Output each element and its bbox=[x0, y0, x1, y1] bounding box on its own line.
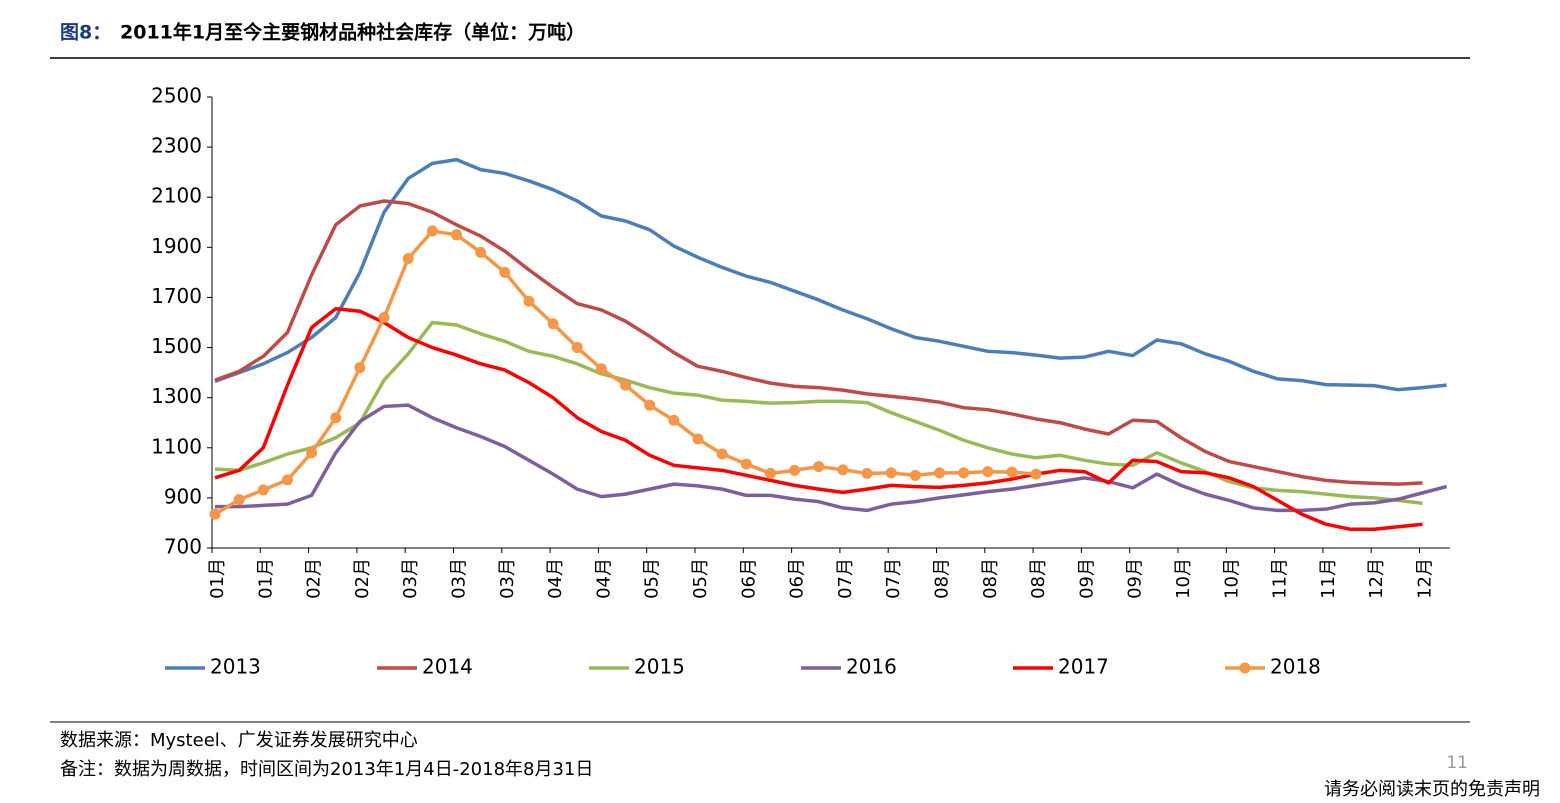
series-marker bbox=[740, 458, 752, 470]
series-marker bbox=[837, 464, 849, 476]
series-marker bbox=[426, 225, 438, 237]
y-tick-label: 700 bbox=[164, 535, 202, 559]
x-tick-label: 09月 bbox=[1076, 558, 1097, 599]
legend-label: 2013 bbox=[210, 655, 261, 679]
x-tick-label: 08月 bbox=[932, 558, 953, 599]
series-marker bbox=[475, 246, 487, 258]
series-marker bbox=[1030, 468, 1042, 480]
series-line bbox=[214, 199, 1423, 486]
x-tick-label: 01月 bbox=[255, 558, 276, 599]
series-marker bbox=[571, 342, 583, 354]
series-marker bbox=[958, 467, 970, 479]
figure-label: 图8： bbox=[60, 22, 111, 44]
page-number: 11 bbox=[1446, 753, 1468, 773]
series-line bbox=[215, 403, 1448, 513]
series-marker bbox=[1006, 466, 1018, 478]
figure-title: 2011年1月至今主要钢材品种社会库存（单位：万吨） bbox=[120, 21, 585, 44]
series-marker bbox=[233, 494, 245, 506]
x-tick-label: 06月 bbox=[787, 558, 808, 599]
series-marker bbox=[668, 414, 680, 426]
legend-label: 2016 bbox=[846, 655, 897, 679]
series-line bbox=[214, 320, 1423, 506]
x-tick-label: 11月 bbox=[1318, 558, 1339, 599]
series-marker bbox=[330, 412, 342, 424]
x-tick-label: 02月 bbox=[352, 558, 373, 599]
x-tick-label: 01月 bbox=[207, 558, 228, 599]
series-marker bbox=[547, 318, 559, 330]
source: 数据来源：Mysteel、广发证券发展研究中心 bbox=[60, 730, 418, 751]
series-marker bbox=[692, 433, 704, 445]
x-tick-label: 03月 bbox=[449, 558, 470, 599]
y-tick-label: 1700 bbox=[151, 284, 202, 308]
legend-label: 2015 bbox=[634, 655, 685, 679]
x-tick-label: 10月 bbox=[1173, 558, 1194, 599]
series-marker bbox=[209, 508, 221, 520]
x-tick-label: 05月 bbox=[642, 558, 663, 599]
x-tick-label: 04月 bbox=[593, 558, 614, 599]
x-tick-label: 10月 bbox=[1221, 558, 1242, 599]
legend-label: 2014 bbox=[422, 655, 473, 679]
x-tick-label: 02月 bbox=[304, 558, 325, 599]
y-tick-label: 1900 bbox=[151, 234, 202, 258]
series-marker bbox=[813, 461, 825, 473]
series-marker bbox=[451, 229, 462, 241]
series-marker bbox=[306, 447, 318, 459]
series-marker bbox=[764, 467, 776, 479]
x-tick-label: 07月 bbox=[883, 558, 904, 599]
series-marker bbox=[499, 266, 511, 278]
series-marker bbox=[354, 362, 366, 374]
y-tick-label: 1100 bbox=[151, 434, 202, 458]
x-tick-label: 11月 bbox=[1270, 558, 1291, 599]
x-tick-label: 05月 bbox=[690, 558, 711, 599]
series-marker bbox=[861, 467, 873, 479]
x-tick-label: 03月 bbox=[497, 558, 518, 599]
note: 备注：数据为周数据，时间区间为2013年1月4日-2018年8月31日 bbox=[60, 759, 593, 780]
legend-label: 2017 bbox=[1058, 655, 1109, 679]
series-marker bbox=[595, 363, 607, 375]
series-marker bbox=[257, 484, 269, 496]
x-tick-label: 06月 bbox=[738, 558, 759, 599]
x-tick-label: 04月 bbox=[545, 558, 566, 599]
legend-marker bbox=[1239, 662, 1251, 674]
series-marker bbox=[789, 464, 801, 476]
x-tick-label: 03月 bbox=[400, 558, 421, 599]
y-tick-label: 2300 bbox=[151, 134, 202, 158]
series-marker bbox=[378, 311, 390, 323]
legend-label: 2018 bbox=[1270, 655, 1321, 679]
series-line bbox=[214, 306, 1423, 531]
series-line bbox=[214, 157, 1447, 392]
x-tick-label: 08月 bbox=[1028, 558, 1049, 599]
series-marker bbox=[620, 379, 632, 391]
series-marker bbox=[934, 467, 945, 479]
series-marker bbox=[982, 466, 994, 478]
series-marker bbox=[909, 469, 921, 481]
y-tick-label: 2100 bbox=[151, 184, 202, 208]
x-tick-label: 12月 bbox=[1366, 558, 1387, 599]
y-tick-label: 2500 bbox=[151, 84, 202, 108]
x-tick-label: 07月 bbox=[835, 558, 856, 599]
x-tick-label: 08月 bbox=[980, 558, 1001, 599]
series-marker bbox=[644, 399, 656, 411]
series-marker bbox=[885, 467, 897, 479]
x-tick-label: 09月 bbox=[1125, 558, 1146, 599]
x-tick-label: 12月 bbox=[1415, 558, 1436, 599]
series-marker bbox=[523, 295, 535, 307]
series-marker bbox=[402, 253, 414, 265]
y-tick-label: 900 bbox=[164, 484, 202, 508]
series-marker bbox=[716, 448, 728, 460]
y-tick-label: 1500 bbox=[151, 334, 202, 358]
y-tick-label: 1300 bbox=[151, 384, 202, 408]
disclaimer: 请务必阅读末页的免责声明 bbox=[1324, 779, 1540, 800]
series-marker bbox=[281, 474, 293, 486]
